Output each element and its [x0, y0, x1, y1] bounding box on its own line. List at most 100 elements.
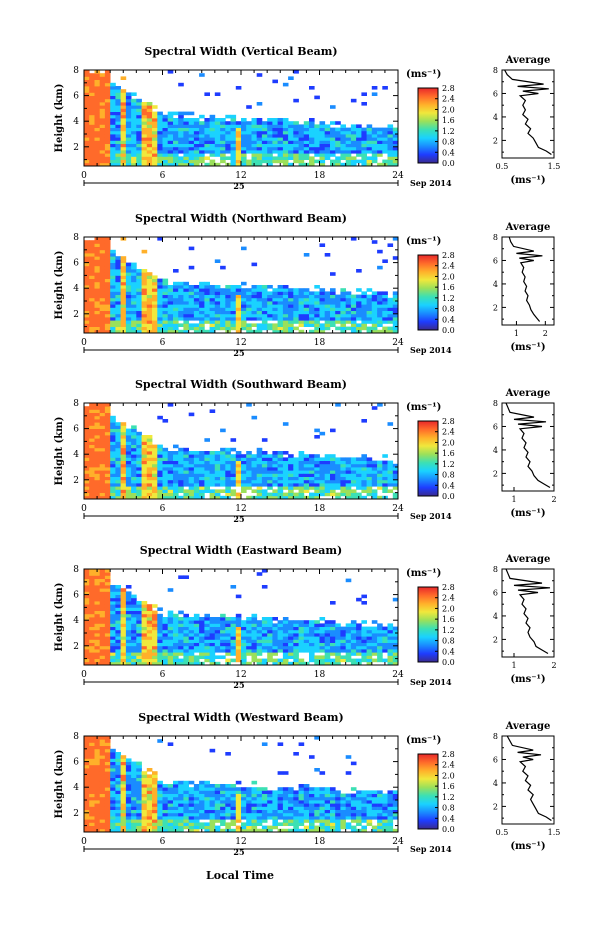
heatmap-cell — [136, 601, 142, 605]
heatmap-cell — [141, 153, 148, 157]
heatmap-cell — [267, 156, 273, 160]
heatmap-cell — [178, 787, 184, 791]
heatmap-cell — [131, 774, 137, 778]
heatmap-cell — [356, 130, 362, 135]
heatmap-cell — [387, 243, 394, 247]
heatmap-cell — [94, 310, 101, 315]
heatmap-cell — [261, 463, 268, 468]
heatmap-cell — [115, 755, 121, 759]
heatmap-cell — [120, 623, 127, 627]
heatmap-cell — [141, 819, 148, 823]
heatmap-cell — [173, 320, 179, 324]
heatmap-cell — [377, 304, 383, 308]
heatmap-cell — [350, 304, 357, 308]
heatmap-cell — [330, 473, 336, 477]
heatmap-cell — [146, 470, 153, 474]
heatmap-cell — [204, 613, 210, 618]
heatmap-cell — [356, 463, 362, 468]
heatmap-cell — [131, 431, 137, 436]
date-day-label: 25 — [233, 348, 244, 358]
heatmap-cell — [94, 752, 101, 756]
heatmap-cell — [261, 153, 268, 157]
heatmap-cell — [261, 304, 268, 308]
heatmap-cell — [173, 143, 179, 148]
heatmap-cell — [178, 652, 184, 656]
heatmap-cell — [267, 645, 273, 650]
heatmap-cell — [99, 607, 106, 611]
heatmap-cell — [225, 294, 231, 299]
average-frame — [501, 69, 555, 159]
heatmap-cell — [173, 479, 179, 484]
heatmap-cell — [199, 629, 205, 634]
average-x-axis-label: (ms⁻¹) — [510, 342, 545, 353]
heatmap-cell — [125, 294, 132, 299]
heatmap-cell — [356, 597, 362, 602]
heatmap-cell — [178, 610, 184, 615]
heatmap-cell — [214, 259, 221, 263]
heatmap-cell — [204, 130, 210, 135]
heatmap-cell — [277, 140, 284, 144]
heatmap-cell — [99, 617, 106, 621]
heatmap-cell — [141, 617, 148, 621]
heatmap-cell — [277, 291, 284, 295]
heatmap-cell — [246, 460, 252, 465]
heatmap-cell — [356, 479, 362, 484]
heatmap-cell — [267, 652, 273, 656]
heatmap-cell — [340, 288, 346, 292]
heatmap-cell — [125, 288, 132, 292]
heatmap-cell — [288, 124, 294, 128]
heatmap-cell — [104, 636, 111, 640]
heatmap-cell — [382, 633, 388, 637]
heatmap-cell — [340, 642, 346, 647]
heatmap-cell — [131, 495, 137, 500]
heatmap-cell — [282, 323, 289, 327]
heatmap-cell — [178, 460, 184, 465]
heatmap-cell — [136, 156, 142, 160]
heatmap-cell — [251, 294, 258, 299]
heatmap-cell — [293, 134, 299, 138]
heatmap-cell — [392, 310, 399, 315]
heatmap-cell — [225, 479, 231, 484]
heatmap-cell — [136, 137, 142, 141]
heatmap-cell — [89, 73, 95, 77]
heatmap-cell — [131, 285, 137, 289]
heatmap-cell — [225, 285, 231, 289]
heatmap-cell — [225, 137, 231, 141]
heatmap-cell — [345, 156, 352, 160]
heatmap-cell — [84, 828, 90, 833]
heatmap-cell — [162, 307, 169, 311]
heatmap-cell — [314, 140, 320, 144]
heatmap-cell — [120, 118, 127, 122]
heatmap-cell — [230, 438, 237, 442]
heatmap-cell — [241, 137, 247, 141]
heatmap-cell — [193, 620, 200, 624]
heatmap-cell — [377, 249, 383, 254]
heatmap-cell — [173, 483, 179, 487]
heatmap-cell — [272, 79, 278, 84]
heatmap-cell — [261, 307, 268, 311]
heatmap-cell — [94, 412, 101, 417]
heatmap-cell — [204, 629, 210, 634]
heatmap-cell — [84, 451, 90, 455]
heatmap-cell — [183, 492, 189, 497]
heatmap-cell — [120, 755, 127, 759]
heatmap-cell — [204, 92, 210, 96]
heatmap-cell — [99, 431, 106, 436]
heatmap-cell — [110, 822, 116, 826]
heatmap-cell — [193, 291, 200, 295]
heatmap-cell — [277, 623, 284, 627]
heatmap-cell — [303, 483, 310, 487]
heatmap-cell — [146, 111, 153, 116]
heatmap-cell — [225, 320, 231, 324]
heatmap-cell — [209, 626, 216, 631]
heatmap-cell — [157, 447, 163, 452]
heatmap-cell — [110, 265, 116, 270]
heatmap-cell — [277, 121, 284, 125]
heatmap-cell — [157, 118, 163, 122]
heatmap-cell — [387, 146, 394, 151]
heatmap-cell — [335, 655, 341, 659]
heatmap-cell — [178, 649, 184, 653]
colorbar-tick-label: 2.8 — [442, 583, 455, 592]
heatmap-cell — [115, 297, 121, 302]
heatmap-cell — [136, 467, 142, 471]
